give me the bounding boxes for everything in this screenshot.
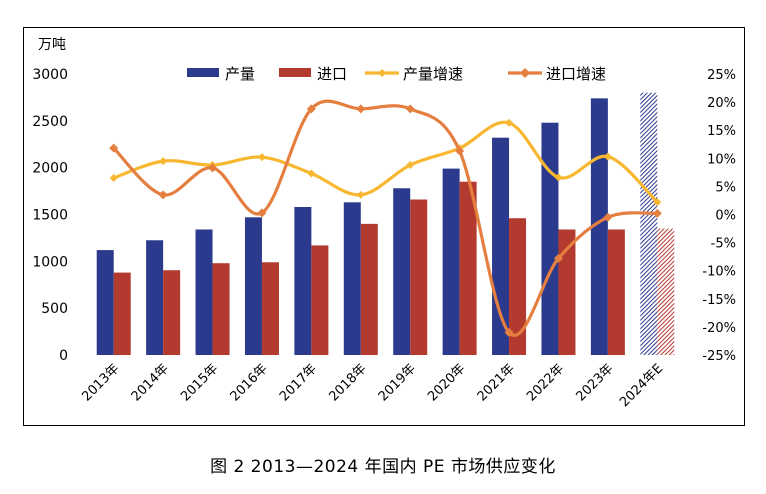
right-tick-label: 5% [715, 180, 736, 195]
import-bar [410, 199, 428, 355]
import-growth-point [306, 104, 316, 114]
production-bar [541, 122, 559, 355]
chart-frame: 万吨 0 500 1000 1500 2000 2500 3000 -25% -20% -15%… [23, 27, 745, 426]
x-tick-label: 2023年 [574, 361, 617, 404]
production-bar [195, 229, 213, 355]
left-tick-label: 3000 [32, 67, 68, 83]
x-tick-label: 2024年E [617, 361, 666, 410]
import-bar [212, 263, 230, 355]
production-growth-point [307, 169, 316, 178]
production-growth-point [554, 173, 563, 182]
legend-label: 进口增速 [546, 65, 606, 83]
x-tick-label: 2016年 [228, 361, 271, 404]
x-tick-label: 2018年 [326, 361, 369, 404]
import-bar [509, 218, 527, 355]
legend-label: 产量 [225, 65, 255, 83]
right-tick-label: -15% [702, 293, 736, 308]
production-bar [294, 207, 312, 355]
x-tick-label: 2021年 [475, 361, 518, 404]
import-growth-point [257, 208, 267, 218]
left-tick-label: 500 [41, 301, 68, 317]
legend-swatch-production [187, 68, 219, 77]
production-bar [640, 92, 658, 355]
import-bar [459, 181, 477, 355]
production-bar [492, 137, 510, 355]
production-bar [590, 98, 608, 355]
legend-marker-import-growth [520, 68, 530, 78]
legend-label: 进口 [317, 65, 347, 83]
chart-svg: 万吨 0 500 1000 1500 2000 2500 3000 -25% -20% -15%… [32, 37, 736, 410]
import-growth-point [553, 253, 563, 263]
x-tick-label: 2017年 [277, 361, 320, 404]
production-bar [96, 250, 114, 355]
import-growth-point [208, 163, 218, 173]
right-tick-label: 20% [707, 96, 736, 111]
import-growth-point [405, 104, 415, 114]
left-tick-label: 0 [59, 348, 68, 364]
production-bar [343, 202, 361, 355]
import-growth-point [455, 146, 465, 156]
production-bar [442, 168, 460, 355]
production-growth-point [257, 153, 266, 162]
x-tick-label: 2019年 [376, 361, 419, 404]
left-tick-label: 1500 [32, 208, 68, 224]
import-bar [558, 229, 576, 355]
y-axis-unit-label: 万吨 [38, 37, 66, 53]
import-growth-point [356, 104, 366, 114]
production-growth-point [356, 190, 365, 199]
import-growth-point [603, 212, 613, 222]
import-bar [311, 245, 329, 355]
x-tick-label: 2014年 [129, 361, 172, 404]
production-growth-point [109, 173, 118, 182]
production-bar [146, 240, 164, 355]
x-tick-label: 2020年 [425, 361, 468, 404]
right-tick-label: -10% [702, 265, 736, 280]
import-bar [360, 223, 378, 355]
x-tick-label: 2022年 [524, 361, 567, 404]
production-growth-point [603, 152, 612, 161]
x-tick-label: 2015年 [178, 361, 221, 404]
production-growth-point [159, 157, 168, 166]
line-series [109, 99, 662, 338]
production-bar [244, 217, 262, 355]
right-tick-label: -5% [711, 237, 736, 252]
legend-swatch-import [279, 68, 311, 77]
import-bar [163, 270, 181, 355]
import-growth-point [109, 143, 119, 153]
import-growth-point [652, 208, 662, 218]
right-tick-label: -20% [702, 321, 736, 336]
production-growth-line [113, 120, 659, 204]
production-growth-point [406, 161, 415, 170]
import-growth-line [112, 99, 658, 337]
import-growth-point [504, 328, 514, 338]
figure-caption: 图 2 2013—2024 年国内 PE 市场供应变化 [210, 457, 556, 477]
production-bar [393, 188, 411, 355]
import-bar [607, 229, 625, 355]
right-tick-label: 10% [707, 152, 736, 167]
right-tick-label: 15% [707, 124, 736, 139]
left-tick-label: 1000 [32, 254, 68, 270]
right-tick-label: 25% [707, 68, 736, 83]
import-growth-point [158, 190, 168, 200]
import-bar [657, 228, 675, 355]
production-growth-point [653, 198, 662, 207]
import-bar [113, 272, 131, 355]
right-tick-label: -25% [702, 349, 736, 364]
right-tick-label: 0% [715, 209, 736, 224]
x-tick-label: 2013年 [79, 361, 122, 404]
right-y-axis: -25% -20% -15% -10% -5% 0% 5% 10% 15% 20% 25% [702, 68, 736, 364]
legend-marker-production-growth [378, 69, 386, 77]
x-axis-labels: 2013年 2014年 2015年 2016年 2017年 2018年 2019年 2020年… [79, 361, 666, 410]
left-tick-label: 2500 [32, 114, 68, 130]
import-bar [261, 262, 279, 355]
legend-label: 产量增速 [403, 65, 463, 83]
left-tick-label: 2000 [32, 161, 68, 177]
production-growth-point [505, 118, 514, 127]
bar-series [96, 92, 675, 355]
legend: 产量 进口 产量增速 进口增速 [187, 65, 606, 83]
left-y-axis: 0 500 1000 1500 2000 2500 3000 [32, 67, 68, 364]
